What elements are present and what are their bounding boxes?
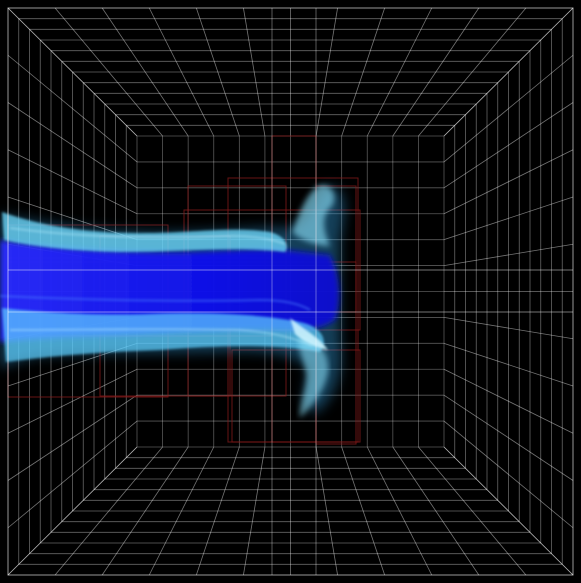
right-wall-ray <box>443 243 574 266</box>
bottom-wall-ray <box>392 446 480 576</box>
jet-streak-lower <box>9 328 313 347</box>
top-wall-ray <box>315 7 338 137</box>
right-wall-ray <box>443 317 574 340</box>
jet-lower-shell <box>2 308 324 362</box>
top-wall-ray <box>195 7 240 137</box>
bottom-wall-ray <box>341 446 386 576</box>
top-wall-ray <box>148 7 215 137</box>
right-wall-ray <box>443 196 574 241</box>
bottom-wall-ray <box>418 446 527 576</box>
bottom-wall-ray <box>243 446 266 576</box>
bottom-wall-ray <box>54 446 163 576</box>
left-wall-ray <box>7 368 138 434</box>
bottom-wall-ray <box>195 446 240 576</box>
volume-frame <box>7 7 574 576</box>
top-wall-ray <box>243 7 266 137</box>
jet-upper-shell <box>2 212 287 252</box>
bottom-wall-ray <box>366 446 433 576</box>
right-wall-ray <box>443 394 574 481</box>
right-wall-ray <box>443 54 574 163</box>
left-wall-ray <box>7 7 138 137</box>
top-wall-ray <box>392 7 480 137</box>
jet-upper-plume <box>292 185 335 246</box>
jet-lower-plume <box>298 336 329 418</box>
left-wall-ray <box>7 102 138 189</box>
left-wall-ray <box>7 54 138 163</box>
top-wall-ray <box>54 7 163 137</box>
left-wall-ray <box>7 446 138 576</box>
bottom-wall-ray <box>148 446 215 576</box>
right-wall-ray <box>443 420 574 529</box>
bottom-wall-ray <box>7 446 138 576</box>
bottom-wall-ray <box>315 446 338 576</box>
top-wall-ray <box>101 7 189 137</box>
left-wall-ray <box>7 394 138 481</box>
jet-highlight <box>290 318 328 350</box>
left-wall-ray <box>7 149 138 215</box>
top-wall-ray <box>341 7 386 137</box>
right-wall-ray <box>443 7 574 137</box>
jet-centerline <box>0 295 311 311</box>
left-wall-ray <box>7 420 138 529</box>
top-wall-ray <box>366 7 433 137</box>
bottom-wall-ray <box>101 446 189 576</box>
right-wall-ray <box>443 368 574 434</box>
jet-streak-upper <box>9 227 286 245</box>
right-wall-ray <box>443 446 574 576</box>
fluid-jet-layer <box>0 185 345 418</box>
top-wall-ray <box>7 7 138 137</box>
bottom-wall-ray <box>443 446 574 576</box>
front-grid-layer <box>7 7 574 576</box>
top-wall-ray <box>443 7 574 137</box>
top-wall-ray <box>418 7 527 137</box>
right-wall-ray <box>443 149 574 215</box>
right-wall-ray <box>443 102 574 189</box>
right-wall-ray <box>443 342 574 387</box>
